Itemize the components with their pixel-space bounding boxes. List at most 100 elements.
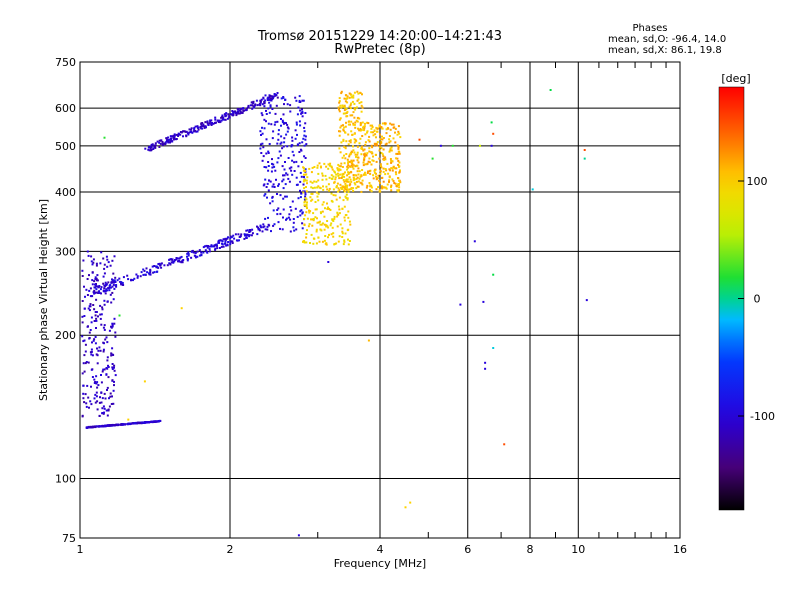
data-point [101,397,104,400]
data-point [366,131,368,134]
data-point [149,271,152,274]
data-point [102,350,105,353]
data-point [231,110,234,112]
data-point [164,141,167,144]
data-point [296,143,299,146]
data-point [352,111,355,114]
data-point [324,235,327,237]
data-point [274,169,277,172]
data-point [98,425,101,428]
data-point [365,154,368,157]
data-point [99,262,102,265]
data-point [310,186,313,189]
data-point [291,136,294,139]
data-point [371,126,374,129]
data-point [379,133,381,136]
data-point [113,279,116,282]
data-point [327,163,330,166]
data-point [88,331,91,334]
data-point [372,155,374,158]
data-point [102,412,105,415]
data-point [335,198,338,201]
data-point [267,122,270,125]
data-point [310,199,313,202]
data-point [93,280,96,283]
data-point [348,96,351,99]
data-point [344,171,346,174]
data-point [97,292,100,294]
data-point [235,112,238,115]
data-point [314,201,317,203]
data-point [348,184,351,187]
data-point [352,123,355,126]
data-point [378,190,381,193]
data-point [82,362,85,365]
data-point [94,342,97,345]
data-point [101,407,104,410]
data-point [82,384,85,387]
data-point [261,230,264,233]
data-point [345,121,347,124]
data-point [347,123,350,126]
data-point [326,188,329,191]
data-point [299,124,302,127]
data-point [283,174,286,177]
data-point [296,183,299,186]
data-point [380,166,383,169]
data-point [346,197,349,200]
data-point [300,160,303,163]
data-point [173,135,176,138]
data-point [120,423,122,426]
data-point [336,172,339,175]
colorbar-tick-label: 0 [754,293,761,306]
data-point [85,402,88,405]
data-point [276,209,279,211]
data-point [337,240,340,243]
data-point [225,244,228,247]
data-point [88,289,91,292]
data-point [94,311,97,313]
data-point [341,175,344,178]
data-point [347,173,350,175]
data-point [190,256,193,259]
data-point [375,160,378,163]
data-point [169,263,172,265]
data-point [341,232,344,235]
data-point [396,189,399,192]
data-point [368,150,371,153]
data-point [282,178,285,181]
data-point [321,172,324,175]
data-point [220,119,223,122]
data-point [299,214,302,217]
data-point [145,267,148,270]
data-point [352,149,355,152]
data-point [156,265,159,268]
data-point [220,245,223,248]
data-point [299,189,301,192]
data-point [341,227,344,230]
data-point [298,120,301,123]
data-point [362,161,365,164]
data-point [399,136,402,139]
data-point [276,193,278,195]
data-point [91,295,94,298]
data-point [144,273,147,276]
data-point [296,113,299,116]
data-point [310,192,313,195]
data-point [341,207,344,210]
data-point [354,153,357,156]
data-point [370,144,373,147]
data-point [295,176,298,179]
data-point [121,282,124,284]
data-point [268,224,271,227]
data-point [167,136,170,139]
data-point [186,259,189,262]
data-point [398,161,401,164]
data-point [106,265,109,268]
y-tick-label: 75 [62,532,76,545]
data-point [370,186,373,189]
data-point [175,133,178,136]
data-point [379,125,381,128]
data-point [111,285,114,288]
data-point [92,291,95,294]
